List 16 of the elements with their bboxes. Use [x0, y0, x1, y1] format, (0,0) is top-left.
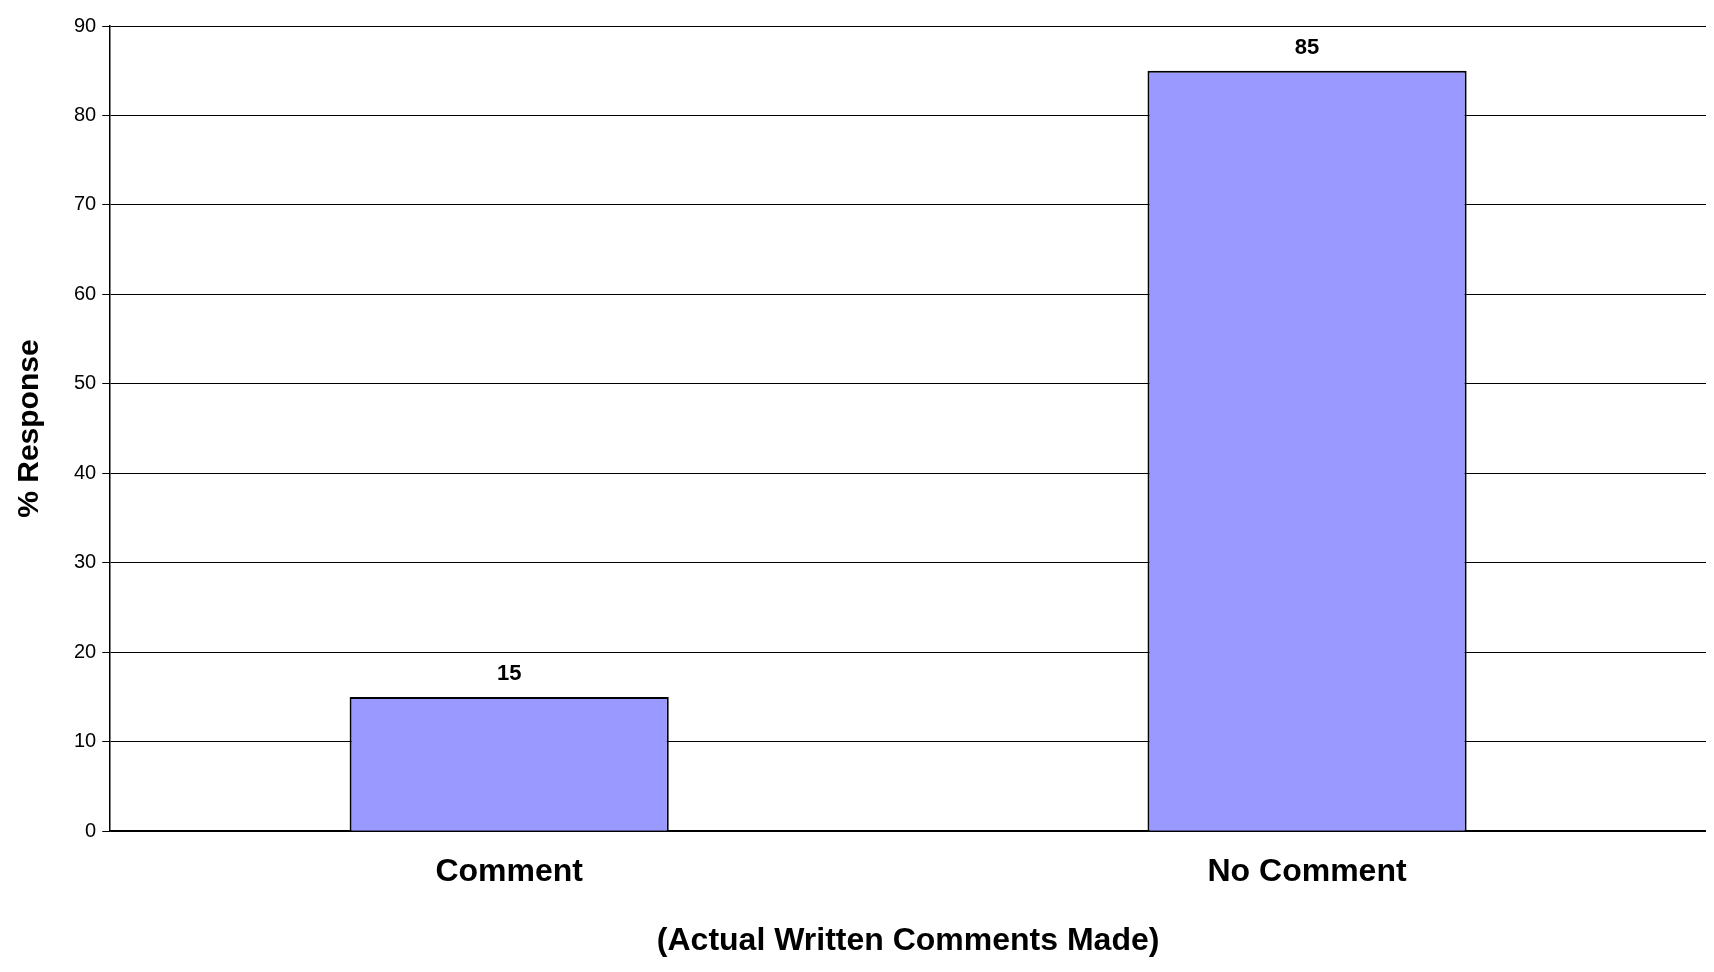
x-tick-label: No Comment: [1207, 852, 1407, 889]
y-tick-label: 20: [74, 639, 97, 662]
y-tick-label: 0: [85, 818, 97, 841]
x-axis-title: (Actual Written Comments Made): [656, 920, 1160, 957]
y-tick-label: 60: [74, 281, 97, 304]
y-axis-title: % Response: [11, 339, 45, 518]
y-tick-label: 40: [74, 460, 97, 483]
data-label: 15: [496, 660, 522, 686]
data-label: 85: [1294, 33, 1320, 59]
y-tick-label: 10: [74, 729, 97, 752]
y-tick-label: 90: [74, 13, 97, 36]
y-tick-label: 80: [74, 102, 97, 125]
x-tick-label: Comment: [435, 852, 584, 889]
y-tick-label: 30: [74, 550, 97, 573]
y-tick-label: 50: [74, 371, 97, 394]
y-tick-label: 70: [74, 192, 97, 215]
